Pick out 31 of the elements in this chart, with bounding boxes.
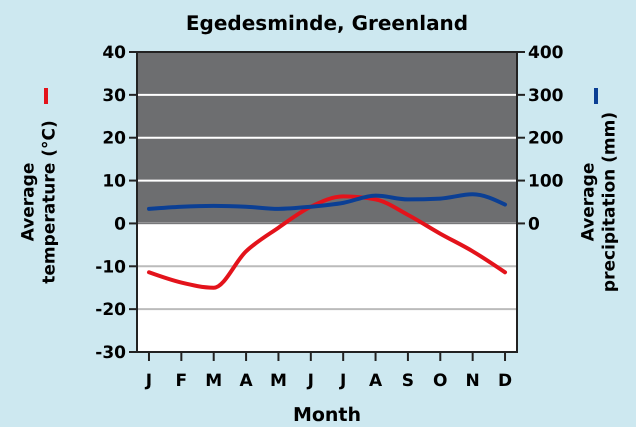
x-tick-label: S bbox=[402, 371, 414, 391]
y-tick-label: -10 bbox=[95, 257, 126, 278]
line-series bbox=[146, 194, 508, 290]
x-tick-label: M bbox=[205, 371, 222, 391]
y-tick-label: 0 bbox=[114, 214, 126, 234]
y2-axis-title: Average precipitation (mm) bbox=[578, 112, 620, 292]
line-series bbox=[146, 192, 508, 211]
x-axis-title: Month bbox=[292, 404, 362, 426]
y-tick-label: -20 bbox=[95, 300, 126, 320]
chart-title: Egedesminde, Greenland bbox=[186, 11, 468, 35]
x-tick-label: F bbox=[176, 371, 188, 391]
y-tick-label: 10 bbox=[102, 172, 126, 192]
x-tick-label: J bbox=[306, 371, 314, 391]
y2-tick-label: 0 bbox=[528, 214, 540, 234]
x-tick-label: A bbox=[239, 371, 254, 391]
y-tick-label: 30 bbox=[102, 86, 126, 106]
y-tick-label: -30 bbox=[95, 343, 126, 363]
x-tick-label: J bbox=[339, 371, 346, 391]
y-tick-label: 40 bbox=[102, 43, 126, 63]
x-tick-label: M bbox=[270, 371, 287, 391]
x-tick-label: J bbox=[144, 371, 152, 391]
x-tick-label: O bbox=[433, 371, 448, 391]
x-tick-label: A bbox=[368, 371, 383, 391]
x-tick-label: D bbox=[498, 371, 512, 391]
y2-tick-label: 400 bbox=[528, 43, 564, 63]
y2-tick-label: 200 bbox=[528, 128, 564, 149]
y2-tick-label: 300 bbox=[528, 86, 564, 106]
y-tick-label: 20 bbox=[102, 128, 126, 149]
y-axis-title: Average temperature (°C) bbox=[18, 120, 60, 284]
y2-tick-label: 100 bbox=[528, 172, 564, 192]
x-tick-label: N bbox=[466, 371, 480, 391]
